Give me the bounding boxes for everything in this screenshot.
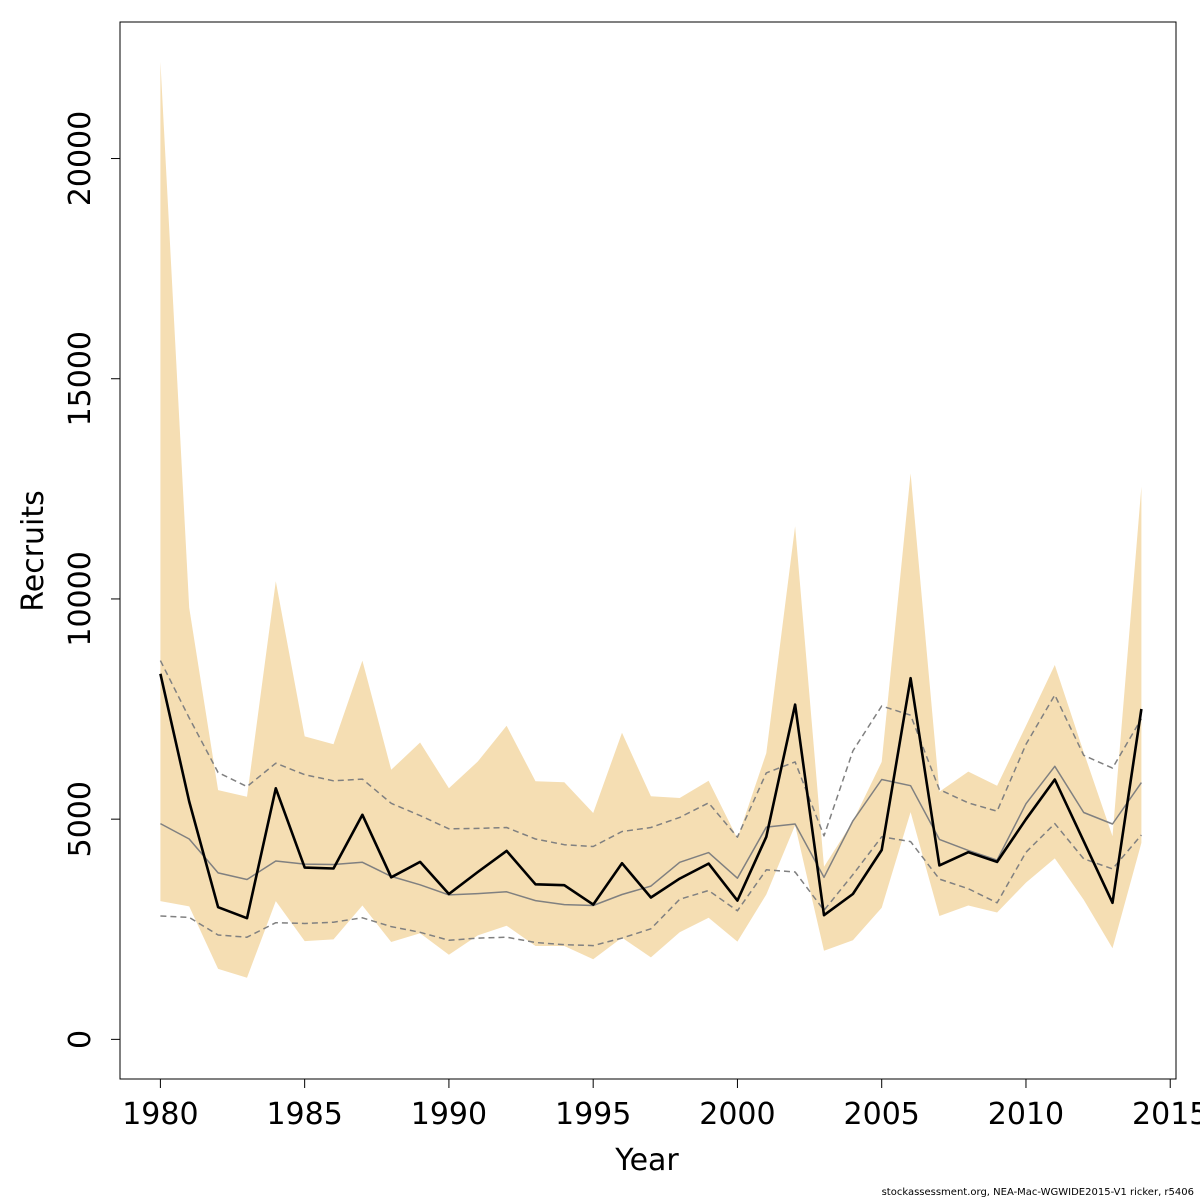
- y-tick-label: 10000: [63, 551, 98, 646]
- y-tick-label: 15000: [63, 331, 98, 426]
- source-footer: stockassessment.org, NEA-Mac-WGWIDE2015-…: [881, 1187, 1194, 1198]
- series-line-recruits_estimate: [159, 673, 1143, 920]
- series-line-ricker_fit: [160, 765, 1143, 907]
- y-tick-label: 20000: [63, 111, 98, 206]
- series-line-ricker_lower: [160, 822, 1142, 947]
- x-tick-label: 1990: [411, 1097, 487, 1132]
- y-tick-label: 0: [63, 1030, 98, 1049]
- y-axis-title: Recruits: [16, 490, 51, 612]
- series-line-ricker_upper: [159, 660, 1143, 848]
- x-tick-label: 1980: [122, 1097, 198, 1132]
- x-tick-label: 2010: [988, 1097, 1064, 1132]
- x-tick-label: 2015: [1132, 1097, 1200, 1132]
- series-line-layer: [159, 660, 1143, 947]
- x-tick-label: 1985: [266, 1097, 342, 1132]
- x-axis-title: Year: [614, 1143, 679, 1178]
- confidence-band: [160, 61, 1142, 978]
- confidence-band-layer: [160, 61, 1142, 978]
- x-axis: 1980 1985 1990 1995 2000 2005 2010 2015: [122, 1078, 1200, 1132]
- y-axis: 0 5000 10000 15000 20000: [63, 111, 121, 1049]
- x-tick-label: 2005: [844, 1097, 920, 1132]
- x-tick-label: 1995: [555, 1097, 631, 1132]
- y-tick-label: 5000: [63, 781, 98, 857]
- x-tick-label: 2000: [699, 1097, 775, 1132]
